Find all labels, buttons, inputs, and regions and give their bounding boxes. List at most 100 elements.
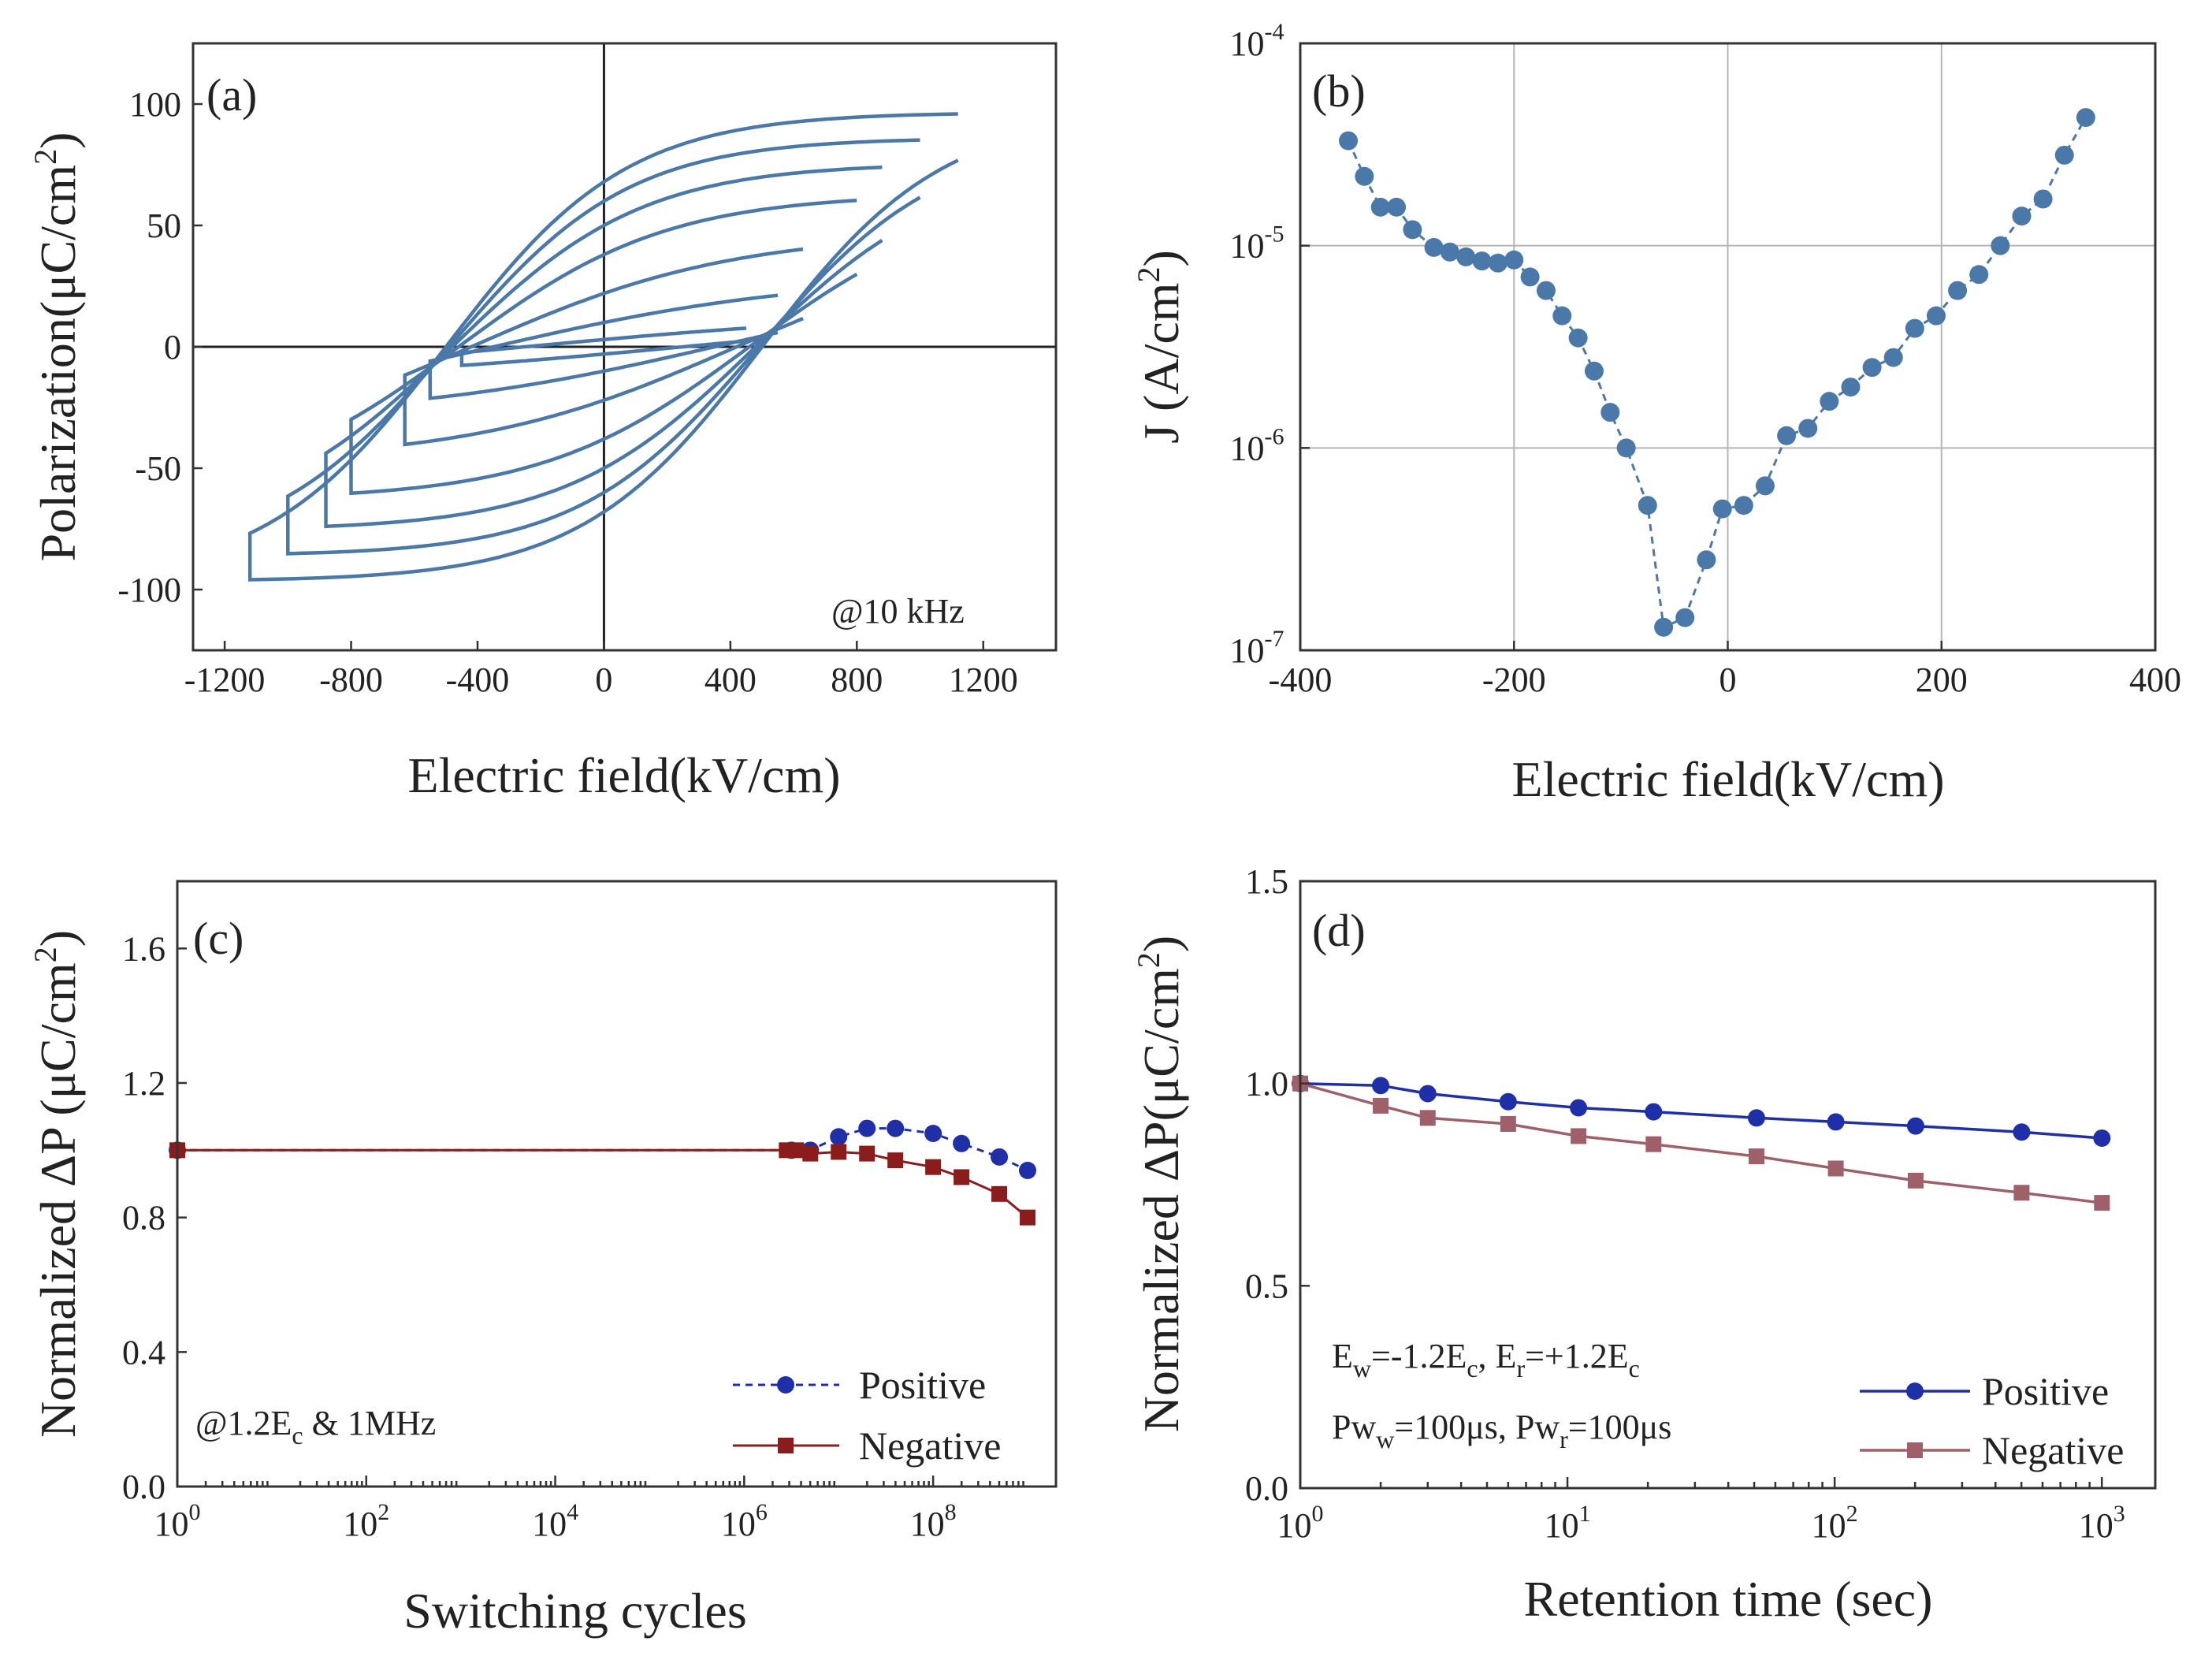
panel-b-data-point: [1820, 392, 1839, 411]
panel-b-data-point: [1355, 166, 1374, 186]
panel-b-data-point: [1339, 131, 1359, 151]
panel-d-point-negative: [2094, 1195, 2110, 1211]
panel-b-plot-area: [1339, 108, 2095, 637]
panel-c-point-positive: [924, 1125, 942, 1142]
panel-d-x-tick-label: 102: [1812, 1501, 1858, 1545]
panel-b-data-point: [1862, 358, 1882, 378]
panel-b-data-point: [1798, 419, 1818, 438]
panel-b-data-point: [1841, 378, 1861, 397]
panel-b-data-point: [1883, 348, 1903, 367]
panel-b-data-point: [1370, 197, 1390, 217]
panel-d-y-tick-label: 0.0: [1245, 1469, 1288, 1508]
panel-b-data-point: [1969, 265, 1989, 285]
panel-d-point-positive: [1906, 1117, 1924, 1135]
panel-b-x-tick-label: 200: [1916, 661, 1968, 699]
panel-a-ticks: -1200 -800 -400 0 400 800 1200 -100 -50 0 50 100: [117, 85, 1017, 699]
panel-a-y-axis-title: Polarization(μC/cm2): [28, 132, 86, 562]
panel-d-point-negative: [1907, 1172, 1924, 1189]
legend-label-negative: Negative: [859, 1423, 1001, 1468]
hysteresis-loop-3: [403, 247, 804, 447]
panel-b-data-point: [1488, 253, 1508, 273]
panel-a-x-tick-label: -800: [319, 661, 383, 699]
panel-d-x-axis-title: Retention time (sec): [1524, 1571, 1933, 1627]
panel-c-x-tick-label: 108: [910, 1499, 957, 1543]
panel-d-point-positive: [1499, 1092, 1517, 1111]
panel-c-y-tick-label: 1.2: [122, 1064, 165, 1103]
panel-c-y-axis-title: Normalized ΔP (μC/cm2): [28, 930, 86, 1438]
hysteresis-loop-5: [324, 165, 883, 529]
panel-b-data-point: [1777, 426, 1797, 445]
panel-c-x-tick-label: 104: [532, 1499, 578, 1543]
panel-b-data-point: [1440, 242, 1459, 262]
panel-b-series-line: [1347, 117, 2087, 629]
panel-d-point-negative: [2013, 1185, 2030, 1201]
panel-b-data-point: [1600, 403, 1620, 422]
panel-b-data-point: [1456, 247, 1476, 266]
panel-d-x-tick-label: 101: [1545, 1501, 1591, 1545]
panel-c-point-negative: [887, 1152, 904, 1169]
panel-b-data-point: [2012, 207, 2032, 226]
legend-marker-negative: [1907, 1442, 1923, 1458]
panel-c-label: (c): [193, 913, 244, 964]
panel-b-label: (b): [1312, 65, 1366, 117]
panel-c-y-tick-label: 0.4: [122, 1333, 165, 1371]
panel-d-retention: 100 101 102 103 0.0 0.5 1.0 1.5 (d) Ew=-1.2Ec, …: [1131, 862, 2157, 1627]
panel-b-y-axis-title: J (A/cm2): [1131, 250, 1189, 444]
panel-b-data-point: [1712, 499, 1732, 519]
panel-b-y-tick-label: 10-6: [1230, 423, 1284, 467]
panel-c-point-negative: [788, 1142, 805, 1159]
panel-c-frame: [176, 880, 1058, 1488]
panel-b-data-point: [1424, 237, 1444, 257]
panel-c-point-negative: [925, 1159, 942, 1175]
panel-a-hysteresis: -1200 -800 -400 0 400 800 1200 -100 -50 0 50 100 (a…: [28, 42, 1058, 803]
panel-b-data-point: [1926, 306, 1946, 326]
panel-a-frequency-note: @10 kHz: [831, 592, 965, 631]
panel-b-data-point: [1568, 328, 1588, 348]
panel-d-label: (d): [1312, 905, 1366, 956]
panel-c-point-positive: [858, 1119, 876, 1137]
panel-a-x-tick-label: -400: [446, 661, 510, 699]
legend-marker-negative: [778, 1438, 794, 1453]
panel-d-field-note: Ew=-1.2Ec, Er=+1.2Ec: [1332, 1337, 1640, 1382]
panel-c-x-tick-label: 100: [154, 1499, 201, 1543]
panel-b-data-point: [1654, 617, 1674, 637]
panel-d-y-tick-label: 1.0: [1245, 1065, 1288, 1103]
panel-d-point-positive: [2093, 1129, 2111, 1147]
panel-a-y-tick-label: 0: [164, 328, 181, 367]
panel-b-data-point: [1734, 496, 1753, 515]
legend-label-positive: Positive: [859, 1363, 986, 1407]
panel-a-y-tick-label: 50: [147, 207, 181, 245]
panel-d-point-positive: [1418, 1085, 1437, 1103]
panel-c-endurance: 100 102 104 106 108 0.0 0.4 0.8 1.2 1.6 (c) @1.2E…: [28, 880, 1058, 1639]
legend-label-negative: Negative: [1982, 1428, 2124, 1472]
panel-c-point-positive: [953, 1134, 971, 1152]
panel-b-data-point: [1552, 306, 1572, 326]
panel-b-data-point: [1504, 250, 1524, 270]
panel-a-x-axis-title: Electric field(kV/cm): [407, 747, 840, 803]
panel-a-y-tick-label: 100: [129, 85, 181, 124]
panel-b-data-point: [1991, 236, 2010, 255]
panel-b-data-point: [2076, 108, 2095, 128]
panel-d-y-tick-label: 1.5: [1245, 862, 1288, 901]
panel-c-condition-note: @1.2Ec & 1MHz: [195, 1404, 436, 1449]
panel-b-data-point: [1755, 476, 1775, 496]
panel-d-y-tick-label: 0.5: [1245, 1267, 1288, 1305]
panel-b-data-point: [1387, 197, 1407, 217]
panel-b-grid: [1299, 43, 2156, 651]
panel-d-point-negative: [1500, 1116, 1516, 1132]
panel-d-point-positive: [1372, 1077, 1390, 1095]
panel-c-point-negative: [802, 1145, 819, 1162]
panel-b-data-point: [1948, 281, 1968, 300]
legend-label-positive: Positive: [1982, 1369, 2109, 1413]
panel-d-x-tick-label: 100: [1277, 1501, 1324, 1545]
panel-c-x-tick-label: 106: [721, 1499, 768, 1543]
panel-c-y-tick-label: 1.6: [122, 929, 165, 968]
panel-c-ticks: 100 102 104 106 108 0.0 0.4 0.8 1.2 1.6: [122, 929, 1024, 1543]
panel-c-point-negative: [991, 1185, 1008, 1202]
panel-b-x-axis-title: Electric field(kV/cm): [1511, 751, 1944, 807]
panel-d-point-negative: [1419, 1110, 1436, 1126]
panel-c-point-negative: [831, 1144, 847, 1160]
panel-d-point-negative: [1645, 1136, 1662, 1152]
